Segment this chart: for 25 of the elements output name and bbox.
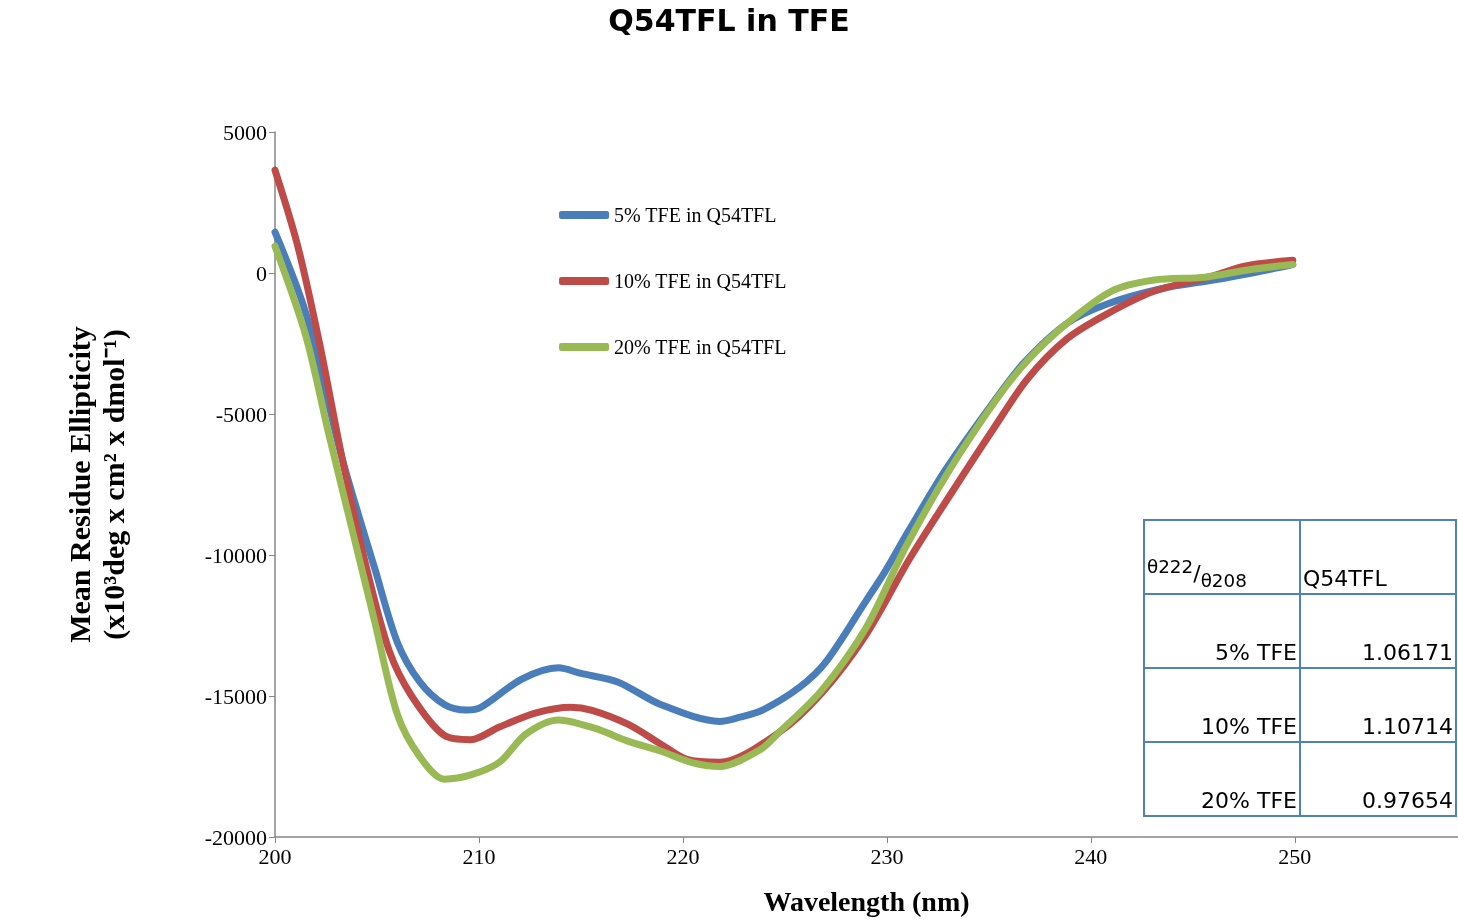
annotation: $^{θ222}$/$_{θ208}$ [1144, 520, 1300, 594]
y-tick-label: 0 [256, 260, 267, 286]
chart-title: Q54TFL in TFE [608, 2, 850, 38]
y-tick-label: -15000 [204, 683, 267, 709]
annotation: 10% TFE [1144, 668, 1300, 742]
x-tick-label: 240 [1074, 843, 1108, 869]
annotation: 1.06171 [1300, 594, 1456, 668]
legend-label: 20% TFE in Q54TFL [614, 336, 787, 358]
annotation: 1.10714 [1300, 668, 1456, 742]
y-tick-label: -20000 [204, 824, 267, 850]
x-tick-label: 230 [870, 843, 904, 869]
legend-label: 10% TFE in Q54TFL [614, 270, 787, 292]
annotation: 5% TFE [1144, 594, 1300, 668]
x-tick-label: 210 [462, 843, 496, 869]
y-tick-label: -5000 [215, 401, 267, 427]
annotation: Q54TFL [1300, 520, 1456, 594]
annotation: 20% TFE [1144, 742, 1300, 816]
x-axis-title: Wavelength (nm) [763, 885, 970, 917]
y-axis-title: Mean Residue Ellipticity (x10³deg x cm² x dmol⁻¹) [62, 326, 131, 643]
y-tick-label: 5000 [223, 119, 267, 145]
x-tick-label: 250 [1278, 843, 1312, 869]
x-tick-label: 220 [666, 843, 700, 869]
y-tick-label: -10000 [204, 542, 267, 568]
legend-label: 5% TFE in Q54TFL [614, 204, 777, 226]
annotation: 0.97654 [1300, 742, 1456, 816]
